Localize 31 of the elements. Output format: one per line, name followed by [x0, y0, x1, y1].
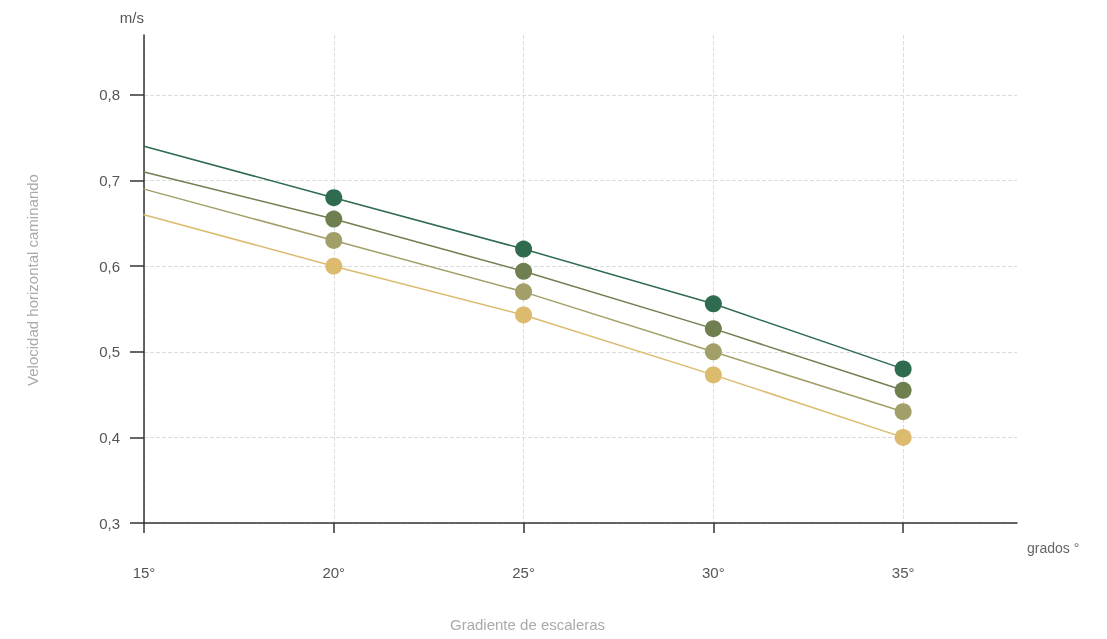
point — [704, 295, 722, 313]
point — [704, 366, 722, 384]
point — [894, 403, 912, 421]
y-tick-label: 0,8 — [99, 86, 120, 104]
point — [515, 283, 533, 301]
point — [325, 257, 343, 275]
point — [704, 320, 722, 338]
point — [515, 262, 533, 280]
point — [325, 210, 343, 228]
y-tick-label: 0,3 — [99, 514, 120, 532]
text: m/s — [119, 9, 144, 26]
y-axis-title: Velocidad horizontal caminando — [23, 174, 41, 386]
point — [894, 428, 912, 446]
x-tick-label: 30° — [702, 564, 725, 581]
text: grados ° — [1027, 540, 1080, 556]
y-tick-label: 0,4 — [99, 428, 120, 446]
y-tick-label: 0,6 — [99, 257, 120, 275]
x-tick-label: 25° — [512, 564, 535, 581]
x-axis-title: Gradiente de escaleras — [450, 616, 606, 633]
x-tick-label: 20° — [322, 564, 346, 581]
x-tick-label: 15° — [132, 564, 156, 581]
point — [515, 240, 533, 258]
point — [325, 189, 343, 207]
y-tick-label: 0,7 — [99, 172, 120, 190]
x-tick-label: 35° — [891, 564, 915, 581]
point — [894, 360, 912, 378]
point — [894, 381, 912, 399]
point — [325, 231, 343, 249]
y-tick-label: 0,5 — [99, 343, 120, 361]
point — [704, 343, 722, 361]
point — [515, 306, 533, 324]
